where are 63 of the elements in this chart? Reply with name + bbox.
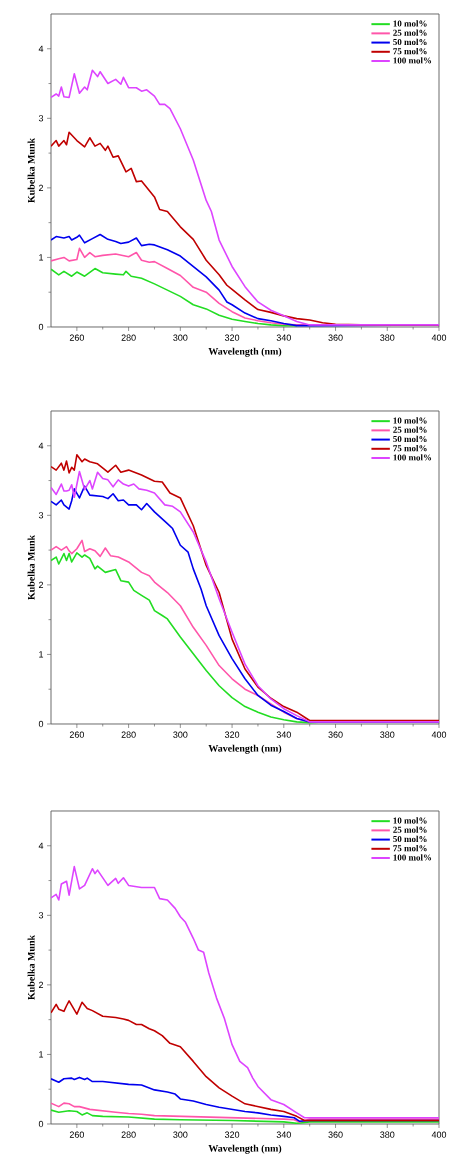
x-tick-label: 400 [431, 731, 447, 738]
legend-label: 25 mol% [393, 826, 427, 833]
legend-label: 100 mol% [393, 57, 432, 64]
y-tick-label: 4 [38, 442, 44, 449]
x-tick-label: 320 [224, 731, 240, 738]
x-tick-label: 380 [380, 1131, 395, 1138]
x-tick-label: 340 [276, 1131, 291, 1138]
x-tick-label: 340 [276, 334, 291, 341]
x-tick-label: 260 [69, 334, 84, 341]
legend-label: 25 mol% [393, 426, 427, 433]
legend-label: 50 mol% [393, 435, 427, 443]
line-series [51, 69, 439, 326]
legend-label: 75 mol% [393, 844, 427, 852]
legend-label: 10 mol% [393, 417, 427, 424]
legend-label: 100 mol% [393, 854, 432, 861]
x-tick-label: 360 [328, 1131, 343, 1138]
y-tick-label: 3 [38, 512, 44, 519]
y-tick-label: 1 [39, 651, 44, 658]
y-tick-label: 0 [38, 323, 44, 331]
x-tick-label: 300 [173, 731, 188, 738]
x-tick-label: 280 [121, 1131, 136, 1138]
line-series [51, 865, 439, 1119]
legend-label: 25 mol% [393, 29, 427, 36]
legend-label: 75 mol% [393, 444, 427, 452]
y-tick-label: 2 [38, 184, 44, 191]
x-tick-label: 300 [173, 1131, 188, 1138]
legend-label: 10 mol% [393, 20, 427, 27]
y-tick-label: 2 [38, 981, 44, 989]
x-tick-label: 260 [69, 731, 84, 738]
y-tick-label: 1 [39, 254, 44, 261]
y-tick-label: 0 [38, 1120, 44, 1128]
x-tick-label: 260 [69, 1131, 84, 1138]
x-tick-label: 320 [224, 334, 240, 341]
y-axis-title: Kubelka Munk [27, 534, 35, 600]
legend-label: 75 mol% [393, 47, 427, 55]
x-tick-label: 280 [121, 334, 136, 341]
y-tick-label: 4 [38, 45, 44, 52]
legend-label: 100 mol% [393, 454, 432, 461]
y-tick-label: 2 [38, 581, 44, 589]
y-axis-title: Kubelka Munk [27, 934, 35, 1000]
x-tick-label: 280 [121, 731, 136, 738]
x-tick-label: 300 [173, 334, 188, 341]
y-tick-label: 1 [39, 1051, 44, 1058]
y-tick-label: 3 [38, 912, 44, 919]
y-tick-label: 4 [38, 842, 44, 849]
x-axis-title: Wavelength (nm) [208, 744, 282, 754]
legend-label: 10 mol% [393, 817, 427, 824]
x-tick-label: 380 [380, 334, 395, 341]
x-tick-label: 320 [224, 1131, 240, 1138]
legend-label: 50 mol% [393, 835, 427, 843]
y-tick-label: 3 [38, 115, 44, 122]
x-axis-title: Wavelength (nm) [208, 347, 282, 357]
y-tick-label: 0 [38, 720, 44, 728]
x-tick-label: 340 [276, 731, 291, 738]
x-tick-label: 400 [431, 1131, 447, 1138]
legend-label: 50 mol% [393, 38, 427, 46]
x-tick-label: 360 [328, 334, 343, 341]
line-series [51, 1109, 439, 1124]
x-axis-title: Wavelength (nm) [208, 1144, 282, 1154]
x-tick-label: 380 [380, 731, 395, 738]
y-axis-title: Kubelka Munk [27, 137, 35, 203]
x-tick-label: 360 [328, 731, 343, 738]
x-tick-label: 400 [431, 334, 447, 341]
